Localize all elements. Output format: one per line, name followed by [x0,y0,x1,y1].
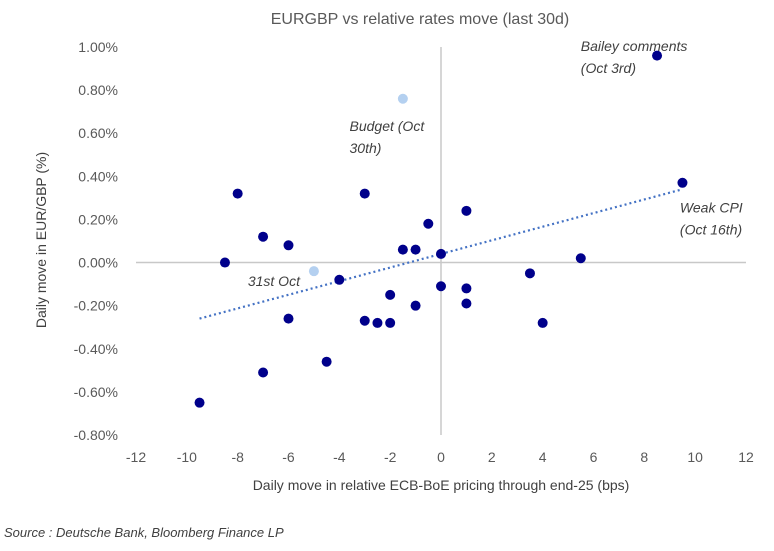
data-point [372,317,383,328]
data-point [423,218,434,229]
data-point [283,240,294,251]
annotation-line: 30th) [350,140,382,156]
data-point [575,253,586,264]
x-tick-labels: -12 -10 -8 -6 -4 -2 0 2 4 6 8 10 12 [126,449,754,465]
data-point [436,281,446,292]
y-tick-label: 0.00% [78,255,118,271]
data-point [219,257,230,268]
x-tick-label: -10 [177,449,197,465]
data-point [194,397,205,408]
y-axis-label: Daily move in EUR/GBP (%) [33,152,49,328]
x-tick-label: 6 [590,449,598,465]
x-tick-label: -8 [231,449,244,465]
y-tick-label: -0.60% [74,384,118,400]
annotation-line: Budget (Oct [350,118,426,134]
data-point [461,205,472,216]
annotation-label: 31st Oct [248,273,301,289]
annotation-line: (Oct 16th) [680,222,742,238]
annotations: Bailey comments (Oct 3rd) Budget (Oct 30th)… [248,38,743,289]
data-point [258,367,269,378]
data-point [258,231,269,242]
x-tick-label: -12 [126,449,146,465]
data-point [410,244,421,255]
y-tick-label: 0.20% [78,211,118,227]
data-point [334,274,345,285]
x-tick-label: -2 [384,449,397,465]
data-point [652,50,663,61]
annotation-label: Weak CPI (Oct 16th) [680,200,743,238]
x-tick-label: -4 [333,449,346,465]
data-point [677,177,688,188]
trendline-group [199,188,683,320]
x-tick-label: 10 [687,449,703,465]
y-tick-labels: 1.00% 0.80% 0.60% 0.40% 0.20% 0.00% -0.20% -0.4… [74,39,118,443]
y-tick-label: 0.80% [78,82,118,98]
data-point [359,315,370,326]
data-point [524,268,535,279]
data-point [385,317,396,328]
source-note: Source : Deutsche Bank, Bloomberg Financ… [4,525,284,540]
x-tick-label: -6 [282,449,295,465]
trendline [199,188,683,320]
annotation-line: 31st Oct [248,273,301,289]
y-tick-label: -0.80% [74,427,118,443]
y-tick-label: 1.00% [78,39,118,55]
y-tick-label: 0.60% [78,125,118,141]
data-point [359,188,370,199]
x-tick-label: 0 [437,449,445,465]
x-axis-label: Daily move in relative ECB-BoE pricing t… [253,477,630,493]
data-point [461,298,472,309]
axes [136,47,746,435]
y-tick-label: 0.40% [78,168,118,184]
data-points [194,50,688,408]
highlighted-data-point [397,93,408,104]
annotation-label: Budget (Oct 30th) [350,118,426,156]
data-point [397,244,408,255]
annotation-line: Bailey comments [581,38,688,54]
chart-title: EURGBP vs relative rates move (last 30d) [271,11,569,28]
x-tick-label: 2 [488,449,496,465]
y-tick-label: -0.20% [74,298,118,314]
data-point [321,356,332,367]
annotation-line: (Oct 3rd) [581,60,636,76]
y-tick-label: -0.40% [74,341,118,357]
x-tick-label: 8 [640,449,648,465]
highlighted-data-point [308,266,319,277]
x-tick-label: 4 [539,449,547,465]
annotation-line: Weak CPI [680,200,743,216]
data-point [537,317,548,328]
data-point [410,300,421,311]
x-tick-label: 12 [738,449,754,465]
data-point [232,188,243,199]
data-point [461,283,472,294]
data-point [436,248,446,259]
data-point [385,289,396,300]
annotation-label: Bailey comments (Oct 3rd) [581,38,688,76]
data-point [283,313,294,324]
